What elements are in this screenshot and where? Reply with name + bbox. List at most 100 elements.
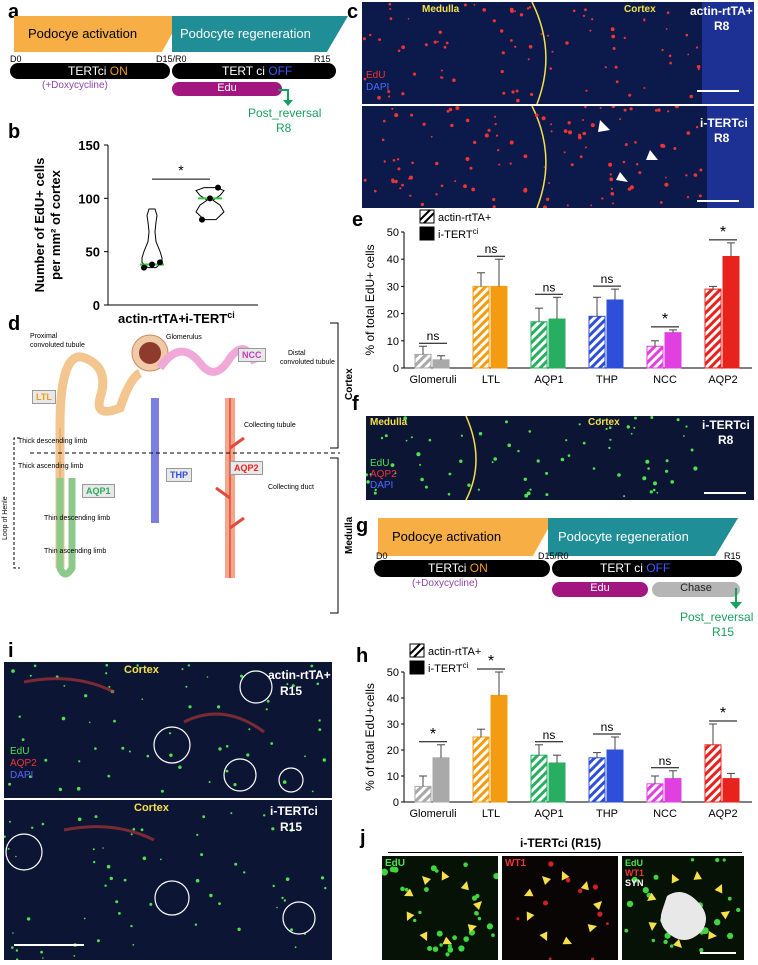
- signal-dot: [638, 171, 642, 175]
- data-point: [149, 261, 155, 268]
- signal-dot: [394, 113, 399, 118]
- signal-dot: [570, 163, 574, 167]
- arrowhead-marker: [460, 881, 469, 891]
- signal-dot: [304, 755, 306, 758]
- bar-LTL-1: [490, 694, 508, 803]
- arrowhead-marker: [648, 922, 657, 931]
- signal-dot: [397, 167, 401, 171]
- signal-dot: [270, 742, 274, 745]
- c-bottom-day-label: R8: [714, 131, 730, 145]
- signal-dot: [605, 427, 608, 430]
- post-reversal-arrow: [278, 89, 293, 106]
- signal-dot: [492, 197, 496, 202]
- bar-NCC-1: [664, 332, 682, 369]
- signal-dot: [654, 109, 658, 112]
- signal-dot: [514, 45, 517, 48]
- signal-dot: [63, 685, 66, 687]
- c-top-day-label: R8: [714, 19, 730, 33]
- signal-dot: [73, 955, 76, 957]
- signal-dot: [611, 34, 616, 39]
- signal-dot: [311, 790, 314, 793]
- signal-dot: [318, 728, 322, 731]
- bar-Glomeruli-1: [432, 757, 450, 803]
- signal-dot: [391, 178, 395, 182]
- signal-dot: [409, 194, 412, 197]
- j-edu-drawing: [382, 862, 498, 957]
- signal-dot: [403, 416, 408, 421]
- signal-dot: [452, 935, 457, 941]
- g-d0-label: D0: [376, 551, 388, 561]
- signal-dot: [624, 928, 629, 933]
- signal-dot: [545, 471, 549, 475]
- micrograph-c-bottom: i-TERTci R8: [362, 106, 754, 208]
- signal-dot: [435, 869, 439, 873]
- label-proximal: Proximal: [30, 333, 58, 340]
- signal-dot: [551, 50, 554, 53]
- signal-dot: [636, 163, 639, 166]
- bar-AQP1-1: [548, 762, 566, 803]
- i-dapi-legend: DAPI: [10, 770, 34, 781]
- signal-dot: [536, 459, 540, 463]
- signal-dot: [523, 188, 528, 193]
- signal-dot: [652, 488, 656, 492]
- signal-dot: [534, 113, 539, 118]
- signal-dot: [382, 868, 388, 876]
- signal-dot: [408, 177, 410, 180]
- label-distal-2: convoluted tubule: [280, 359, 335, 366]
- g-edu-bar: Edu: [552, 582, 648, 597]
- signal-dot: [394, 472, 397, 475]
- signal-dot: [454, 180, 457, 183]
- signal-dot: [502, 91, 506, 95]
- panel-i-letter: i: [8, 640, 14, 662]
- signal-dot: [500, 29, 504, 33]
- signal-dot: [366, 473, 368, 477]
- signal-dot: [665, 459, 669, 463]
- i-edu-legend: EdU: [10, 746, 30, 757]
- legend-swatch: [419, 226, 435, 241]
- signal-dot: [322, 758, 326, 762]
- signal-dot: [686, 196, 690, 199]
- micrograph-i-top-drawing: [8, 663, 326, 793]
- x-tick-label: AQP1: [534, 808, 563, 820]
- i-bottom-cortex-label: Cortex: [134, 802, 169, 814]
- signal-dot: [546, 197, 550, 201]
- c-medulla-label: Medulla: [422, 4, 460, 15]
- signal-dot: [473, 3, 476, 6]
- signal-dot: [132, 827, 136, 831]
- signal-dot: [505, 420, 508, 424]
- signal-dot: [373, 491, 377, 495]
- signal-dot: [610, 192, 615, 196]
- y-tick-label: 20: [387, 745, 399, 757]
- legend-label: i-TERTci: [438, 227, 479, 242]
- signal-dot: [567, 454, 571, 457]
- significance-mark: ns: [485, 242, 498, 256]
- x-tick-label: Glomeruli: [409, 374, 456, 386]
- signal-dot: [609, 177, 614, 182]
- activation-arrow: [14, 16, 182, 52]
- bar-THP-1: [606, 749, 624, 803]
- g-regeneration-label: Podocyte regeneration: [558, 529, 689, 544]
- g-post-reversal-label: Post_reversal: [680, 610, 754, 624]
- signal-dot: [647, 467, 650, 470]
- bar-Glomeruli-0: [414, 353, 432, 369]
- signal-dot: [404, 887, 409, 892]
- arrowhead-marker: [580, 881, 589, 891]
- signal-dot: [484, 133, 489, 138]
- signal-dot: [615, 80, 619, 84]
- signal-dot: [9, 820, 11, 823]
- signal-dot: [657, 108, 661, 112]
- signal-dot: [528, 6, 532, 9]
- regeneration-label: Podocyte regeneration: [180, 26, 311, 41]
- signal-dot: [121, 746, 125, 750]
- signal-dot: [492, 205, 496, 208]
- arrowhead-marker: [442, 936, 452, 945]
- g-d15-label: D15/R0: [538, 551, 569, 561]
- signal-dot: [387, 90, 391, 94]
- signal-dot: [578, 888, 583, 894]
- signal-dot: [482, 8, 486, 12]
- signal-dot: [651, 938, 655, 943]
- signal-dot: [656, 491, 659, 494]
- c-dapi-legend: DAPI: [366, 82, 390, 93]
- signal-dot: [478, 432, 483, 436]
- data-point: [199, 216, 205, 223]
